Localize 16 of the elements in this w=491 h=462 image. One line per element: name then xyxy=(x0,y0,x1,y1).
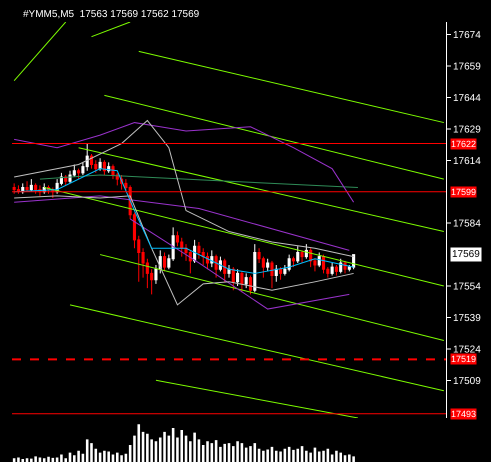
chart-title: #YMM5,M5 17563 17569 17562 17569 xyxy=(23,9,200,20)
ref-line-label: 17599 xyxy=(451,187,476,197)
ref-line-label: 17519 xyxy=(451,354,476,364)
y-tick-label: 17614 xyxy=(453,156,482,167)
ref-line-label: 17493 xyxy=(451,409,476,419)
ref-line-label: 17622 xyxy=(451,139,476,149)
y-tick-label: 17554 xyxy=(453,282,482,292)
y-tick-label: 17584 xyxy=(453,218,482,230)
y-tick-label: 17539 xyxy=(453,312,482,324)
text: 17569 xyxy=(452,249,480,260)
y-tick-label: 17629 xyxy=(453,124,482,136)
y-tick-label: 17644 xyxy=(453,92,482,104)
y-tick-label: 17509 xyxy=(453,376,482,387)
y-tick-label: 17674 xyxy=(453,30,482,42)
y-tick-label: 17524 xyxy=(453,344,482,356)
y-tick-label: 17659 xyxy=(453,62,482,72)
